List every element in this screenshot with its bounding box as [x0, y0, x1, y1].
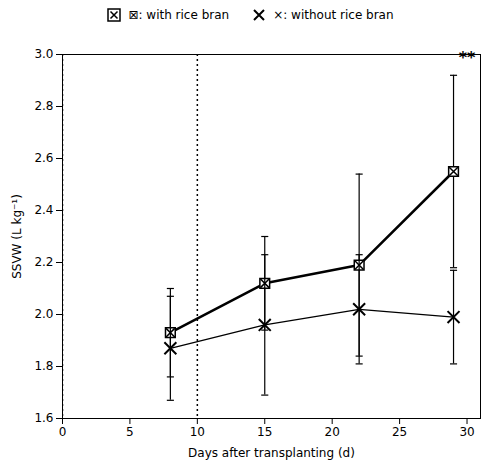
- html-text:⊠: with rice bran: ⊠: with rice bran: [128, 8, 230, 22]
- html-text:×: without rice bran: ×: without rice bran: [273, 8, 394, 22]
- svg-text:2.4: 2.4: [34, 203, 53, 217]
- svg-text:15: 15: [257, 425, 272, 439]
- svg-text:SSVW (L kg⁻¹): SSVW (L kg⁻¹): [10, 194, 24, 279]
- svg-text:1.8: 1.8: [34, 359, 53, 373]
- svg-text:10: 10: [190, 425, 205, 439]
- svg-text:5: 5: [126, 425, 134, 439]
- svg-text:25: 25: [392, 425, 407, 439]
- svg-text:30: 30: [459, 425, 474, 439]
- svg-text:1.6: 1.6: [34, 411, 53, 425]
- svg-text:**: **: [459, 48, 476, 67]
- svg-text:20: 20: [325, 425, 340, 439]
- svg-text:2.8: 2.8: [34, 99, 53, 113]
- svg-text:2.6: 2.6: [34, 151, 53, 165]
- svg-text:Days after transplanting (d): Days after transplanting (d): [188, 446, 355, 460]
- svg-text:2.2: 2.2: [34, 255, 53, 269]
- svg-text:0: 0: [59, 425, 67, 439]
- svg-text:3.0: 3.0: [34, 47, 53, 61]
- svg-text:2.0: 2.0: [34, 307, 53, 321]
